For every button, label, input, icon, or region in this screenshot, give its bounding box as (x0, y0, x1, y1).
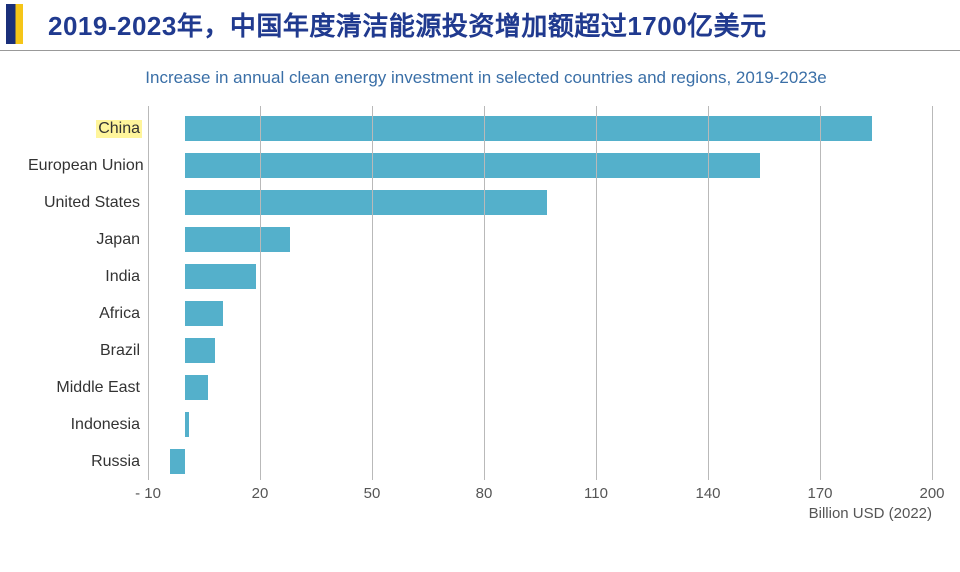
category-label: Brazil (28, 342, 142, 360)
gridline (484, 106, 485, 480)
chart-row: European Union (148, 147, 932, 184)
bar (170, 449, 185, 474)
bar (185, 153, 760, 178)
header-accent-stripe (6, 4, 30, 44)
bar (185, 227, 290, 252)
slide: 2019-2023年，中国年度清洁能源投资增加额超过1700亿美元 Increa… (0, 0, 960, 572)
chart-row: United States (148, 184, 932, 221)
chart-row: India (148, 258, 932, 295)
chart-row: Middle East (148, 369, 932, 406)
chart-plot: ChinaEuropean UnionUnited StatesJapanInd… (148, 106, 932, 516)
chart-row: Russia (148, 443, 932, 480)
category-label: Japan (28, 231, 142, 249)
category-label: European Union (28, 157, 142, 175)
x-tick-label: 140 (695, 485, 720, 502)
bar (185, 190, 547, 215)
x-tick-label: 110 (584, 485, 608, 502)
slide-header: 2019-2023年，中国年度清洁能源投资增加额超过1700亿美元 (0, 0, 960, 48)
chart-title: Increase in annual clean energy investme… (30, 68, 942, 88)
bar (185, 412, 189, 437)
gridline (932, 106, 933, 480)
header-divider (0, 50, 960, 51)
x-tick-label: 170 (807, 485, 832, 502)
chart-row: Indonesia (148, 406, 932, 443)
slide-title: 2019-2023年，中国年度清洁能源投资增加额超过1700亿美元 (48, 6, 767, 43)
gridline (372, 106, 373, 480)
chart-row: Brazil (148, 332, 932, 369)
category-label: China (96, 120, 142, 138)
x-axis-title: Billion USD (2022) (809, 505, 932, 522)
x-tick-label: 50 (364, 485, 381, 502)
gridline (260, 106, 261, 480)
x-tick-label: 200 (919, 485, 944, 502)
bar (185, 116, 872, 141)
category-label: India (28, 268, 142, 286)
category-label: Africa (28, 305, 142, 323)
gridline (148, 106, 149, 480)
gridline (708, 106, 709, 480)
chart-area: Increase in annual clean energy investme… (30, 68, 942, 552)
x-tick-label: 80 (476, 485, 493, 502)
chart-bars-container: ChinaEuropean UnionUnited StatesJapanInd… (148, 110, 932, 480)
category-label: Middle East (28, 379, 142, 397)
chart-row: China (148, 110, 932, 147)
bar (185, 375, 207, 400)
bar (185, 264, 256, 289)
category-label: Russia (28, 453, 142, 471)
category-label: United States (28, 194, 142, 212)
x-tick-label: - 10 (135, 485, 161, 502)
gridline (596, 106, 597, 480)
gridline (820, 106, 821, 480)
bar (185, 338, 215, 363)
category-label: Indonesia (28, 416, 142, 434)
x-tick-label: 20 (252, 485, 269, 502)
chart-row: Japan (148, 221, 932, 258)
bar (185, 301, 222, 326)
chart-row: Africa (148, 295, 932, 332)
